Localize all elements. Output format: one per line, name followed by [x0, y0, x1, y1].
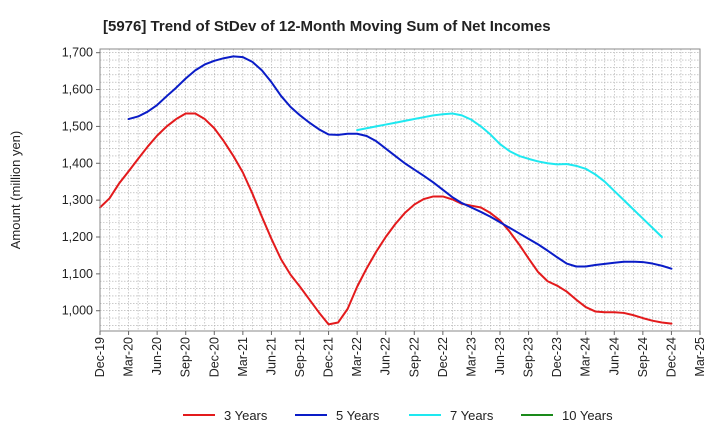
x-tick-label: Dec-22	[436, 337, 450, 377]
x-tick-label: Mar-25	[693, 337, 707, 377]
x-tick-label: Mar-21	[236, 337, 250, 377]
series-line-1	[99, 112, 673, 326]
legend: 3 Years 5 Years 7 Years 10 Years	[183, 408, 613, 423]
x-tick-label: Dec-20	[207, 337, 221, 377]
legend-label-1: 3 Years	[224, 408, 268, 423]
x-tick-label: Jun-20	[150, 337, 164, 375]
x-tick-label: Dec-24	[664, 337, 678, 377]
x-tick-label: Dec-21	[322, 337, 336, 377]
x-axis-ticks: Dec-19 Mar-20 Jun-20 Sep-20 Dec-20 Mar-21 Jun-…	[93, 331, 707, 377]
plot-area	[99, 48, 701, 332]
x-tick-label: Jun-22	[379, 337, 393, 375]
x-tick-label: Mar-20	[122, 337, 136, 377]
series-line-3	[356, 112, 663, 238]
y-axis-label: Amount (million yen)	[8, 131, 23, 250]
y-tick-label: 1,000	[62, 304, 93, 318]
legend-label-4: 10 Years	[562, 408, 613, 423]
x-tick-label: Sep-23	[522, 337, 536, 377]
y-tick-label: 1,300	[62, 193, 93, 207]
series-line-2	[127, 55, 673, 270]
x-tick-label: Jun-23	[493, 337, 507, 375]
x-tick-label: Sep-21	[293, 337, 307, 377]
y-tick-label: 1,400	[62, 156, 93, 170]
x-tick-label: Jun-24	[607, 337, 621, 375]
legend-label-3: 7 Years	[450, 408, 494, 423]
x-tick-label: Mar-23	[464, 337, 478, 377]
x-tick-label: Mar-24	[579, 337, 593, 377]
x-tick-label: Dec-23	[550, 337, 564, 377]
chart-title: [5976] Trend of StDev of 12-Month Moving…	[103, 18, 551, 35]
x-tick-label: Sep-22	[407, 337, 421, 377]
x-tick-label: Sep-24	[636, 337, 650, 377]
plot-border	[99, 48, 701, 332]
y-tick-label: 1,500	[62, 119, 93, 133]
y-tick-label: 1,200	[62, 230, 93, 244]
y-axis-ticks: 1,000 1,100 1,200 1,300 1,400 1,500 1,600 1,700	[62, 46, 100, 318]
gridlines	[100, 49, 700, 331]
series-lines	[99, 55, 673, 326]
legend-label-2: 5 Years	[336, 408, 380, 423]
y-tick-label: 1,100	[62, 267, 93, 281]
x-tick-label: Dec-19	[93, 337, 107, 377]
x-tick-label: Jun-21	[264, 337, 278, 375]
x-tick-label: Mar-22	[350, 337, 364, 377]
x-tick-label: Sep-20	[179, 337, 193, 377]
plot-background	[100, 49, 700, 331]
y-tick-label: 1,600	[62, 83, 93, 97]
y-tick-label: 1,700	[62, 46, 93, 60]
